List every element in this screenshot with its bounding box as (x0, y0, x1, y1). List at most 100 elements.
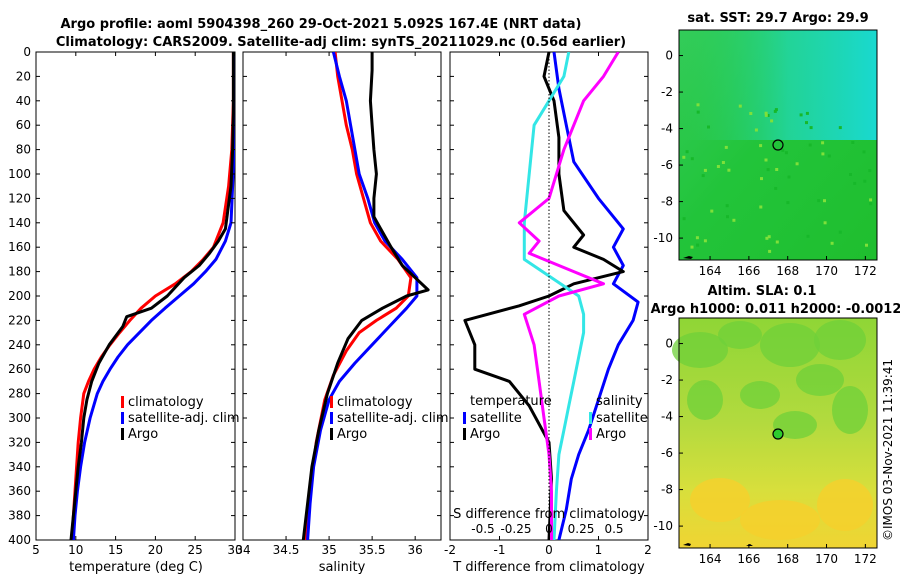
sst-map-ticks: 164 166 168 170 172 0 -2 -4 -6 -8 -10 (653, 49, 876, 278)
sst-map-warm-region (679, 30, 877, 140)
sst-map-title: sat. SST: 29.7 Argo: 29.9 (687, 11, 868, 26)
depth-tick-label: 200 (8, 289, 31, 303)
difference-series (463, 52, 640, 540)
sst-pixel (738, 104, 742, 108)
salinity-diff-tick-label: 0.25 (568, 522, 595, 536)
x-tick-label: 34.5 (273, 543, 300, 557)
depth-tick-label: 220 (8, 313, 31, 327)
sst-pixel (696, 103, 700, 107)
figure-title-line1: Argo profile: aoml 5904398_260 29-Oct-20… (61, 17, 582, 32)
map-y-tick-label: -4 (661, 122, 673, 136)
sst-pixel (869, 202, 873, 206)
legend-argo: Argo (128, 427, 158, 442)
difference-top-label: S difference from climatology (453, 507, 645, 522)
sst-pixel (767, 235, 771, 239)
depth-tick-label: 360 (8, 484, 31, 498)
sst-pixel (764, 113, 768, 117)
sst-map (678, 29, 878, 261)
legend-salinity-group: salinity (596, 394, 643, 409)
salinity-x-ticks: 34 34.5 35 35.5 36 (235, 51, 441, 557)
depth-tick-label: 180 (8, 265, 31, 279)
sst-pixel (775, 168, 779, 171)
series-line-satellite-adj-clim (71, 52, 235, 540)
legend-salt-satellite-swatch (589, 412, 592, 424)
depth-tick-label: 400 (8, 533, 31, 547)
sla-pixel (718, 321, 762, 349)
depth-tick-label: 80 (16, 143, 31, 157)
x-tick-label: 35.5 (359, 543, 386, 557)
sst-pixel (799, 113, 803, 117)
map-y-tick-label: -6 (661, 158, 673, 172)
sst-pixel (787, 175, 791, 179)
sst-pixel (795, 162, 799, 166)
series-line-argo (69, 52, 235, 540)
sst-pixel (823, 221, 827, 225)
sst-pixel (765, 236, 769, 240)
sst-pixel (809, 126, 813, 130)
sst-pixel (724, 145, 728, 149)
sst-pixel (682, 217, 686, 221)
depth-tick-label: 20 (16, 69, 31, 83)
sst-pixel (775, 240, 779, 244)
sst-pixel (725, 204, 729, 208)
x-tick-label: 15 (108, 543, 123, 557)
series-line-salinity-satellite (522, 52, 586, 540)
sla-pixel (740, 381, 780, 409)
sst-pixel (821, 141, 825, 145)
sla-map-title-line1: Altim. SLA: 0.1 (708, 284, 817, 299)
sst-pixel (808, 143, 812, 147)
sla-map-frame (678, 317, 878, 549)
x-tick-label: 30 (227, 543, 242, 557)
legend-salt-argo: Argo (596, 427, 626, 442)
temperature-series (69, 52, 235, 540)
series-line-climatology (303, 52, 413, 540)
sst-pixel (768, 249, 772, 253)
sst-pixel (696, 243, 700, 247)
sla-map (672, 317, 878, 549)
salinity-diff-tick-label: -0.5 (471, 522, 494, 536)
depth-tick-label: 140 (8, 216, 31, 230)
x-tick-label: 0 (545, 543, 553, 557)
map-y-tick-label: -10 (653, 231, 673, 245)
depth-tick-label: 260 (8, 362, 31, 376)
legend-temp-satellite: satellite (470, 411, 522, 426)
sla-map-title-line2: Argo h1000: 0.011 h2000: -0.0012 (651, 302, 900, 317)
salinity-series (301, 52, 430, 540)
sst-pixel (781, 148, 785, 152)
legend-temperature-group: temperature (470, 394, 552, 409)
difference-legend: temperature satellite Argo salinity sate… (463, 394, 648, 442)
sst-pixel (865, 243, 868, 247)
map-x-tick-label: 166 (737, 264, 760, 278)
map-y-tick-label: -8 (661, 195, 673, 209)
sst-pixel (764, 158, 768, 162)
map-y-tick-label: -4 (661, 410, 673, 424)
sla-pixel (740, 500, 820, 540)
sst-pixel (701, 174, 705, 178)
sla-pixel (796, 364, 844, 396)
sst-pixel (817, 199, 821, 203)
sst-pixel (726, 215, 729, 219)
sst-pixel (749, 112, 753, 115)
map-y-tick-label: -6 (661, 446, 673, 460)
depth-tick-label: 300 (8, 411, 31, 425)
sst-land-island (683, 256, 693, 259)
x-tick-label: 35 (321, 543, 336, 557)
map-x-tick-label: 170 (815, 264, 838, 278)
legend-temp-satellite-swatch (463, 412, 466, 424)
map-x-tick-label: 164 (699, 552, 722, 566)
sst-pixel (710, 209, 714, 213)
sst-argo-marker (772, 139, 784, 151)
depth-tick-label: 340 (8, 460, 31, 474)
depth-tick-label: 160 (8, 240, 31, 254)
sst-pixel (695, 236, 699, 240)
salinity-x-label: salinity (319, 560, 366, 575)
map-x-tick-label: 166 (737, 552, 760, 566)
sst-pixel (806, 234, 810, 238)
sst-pixel (774, 186, 778, 190)
sst-pixel (838, 230, 842, 234)
salinity-diff-tick-label: 0.5 (604, 522, 623, 536)
sst-pixel (766, 114, 770, 117)
sst-pixel (732, 218, 736, 222)
legend-satellite-adj: satellite-adj. clim (337, 411, 449, 426)
sst-pixel (853, 181, 857, 185)
